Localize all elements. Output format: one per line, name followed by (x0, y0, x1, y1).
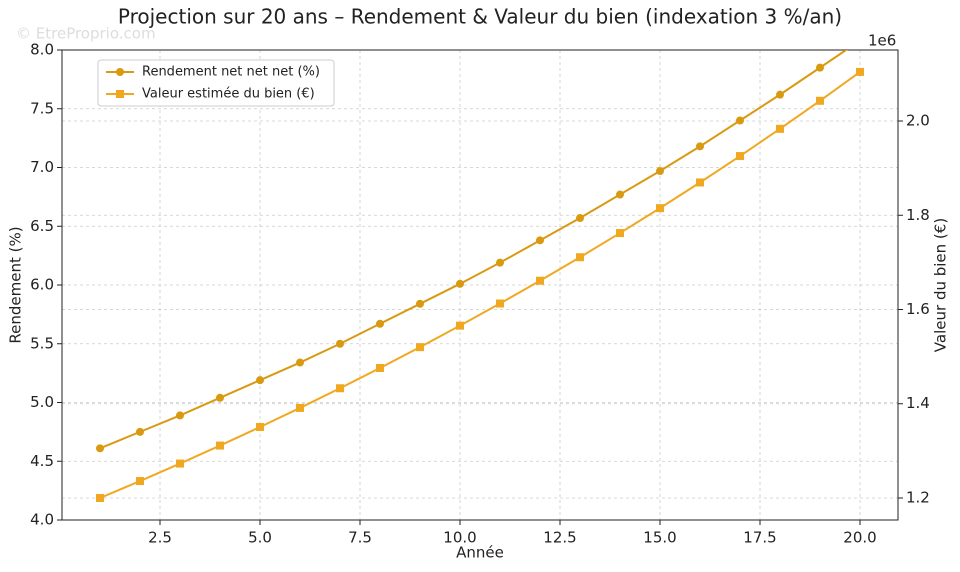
data-point (856, 67, 864, 76)
data-point (96, 493, 104, 502)
y2-tick-label: 2.0 (906, 112, 930, 130)
chart-title: Projection sur 20 ans – Rendement & Vale… (118, 5, 842, 29)
x-tick-label: 2.5 (148, 529, 172, 547)
y-tick-label: 8.0 (30, 41, 54, 59)
y-tick-label: 5.5 (30, 334, 54, 352)
data-point (656, 167, 664, 176)
data-point (336, 384, 344, 393)
series-line (99, 50, 848, 450)
data-point (296, 358, 304, 367)
data-point (696, 178, 704, 187)
legend-marker (116, 68, 124, 76)
data-point (136, 427, 144, 436)
y2-tick-label: 1.4 (906, 394, 930, 412)
data-point (376, 319, 384, 328)
legend-marker (116, 90, 124, 98)
y2-axis-label: Valeur du bien (€) (932, 218, 950, 352)
y-axis-label: Rendement (%) (7, 226, 25, 343)
data-point (216, 441, 224, 450)
x-tick-label: 7.5 (348, 529, 372, 547)
data-point (136, 477, 144, 486)
y-tick-label: 6.0 (30, 276, 54, 294)
data-point (736, 152, 744, 161)
data-point (176, 459, 184, 468)
y2-tick-label: 1.6 (906, 300, 930, 318)
data-point (416, 343, 424, 352)
data-point (456, 279, 464, 288)
data-point (736, 116, 744, 125)
data-point (96, 444, 104, 453)
data-point (376, 364, 384, 373)
data-point (536, 276, 544, 285)
data-point (696, 142, 704, 151)
series-line (99, 71, 861, 499)
data-point (576, 214, 584, 223)
data-point (816, 63, 824, 72)
y2-tick-label: 1.2 (906, 488, 930, 506)
x-tick-label: 17.5 (743, 529, 776, 547)
series-group (96, 37, 864, 502)
data-point (336, 339, 344, 348)
data-point (456, 321, 464, 330)
data-point (616, 229, 624, 238)
x-axis-label: Année (456, 544, 504, 562)
x-tick-label: 15.0 (643, 529, 676, 547)
x-tick-label: 12.5 (543, 529, 576, 547)
y-tick-label: 7.5 (30, 99, 54, 117)
data-point (176, 411, 184, 420)
data-point (776, 124, 784, 133)
data-point (616, 190, 624, 199)
data-point (856, 37, 864, 45)
watermark: © EtreProprio.com (16, 25, 156, 43)
data-point (296, 403, 304, 412)
data-point (776, 90, 784, 99)
data-point (576, 253, 584, 262)
y-tick-label: 4.0 (30, 511, 54, 529)
y2-tick-label: 1.8 (906, 206, 930, 224)
data-point (536, 236, 544, 245)
x-tick-label: 5.0 (248, 529, 272, 547)
data-point (416, 299, 424, 308)
data-point (816, 96, 824, 105)
x-tick-label: 10.0 (443, 529, 476, 547)
y-tick-label: 5.0 (30, 393, 54, 411)
y-tick-label: 4.5 (30, 452, 54, 470)
data-point (256, 376, 264, 385)
y-tick-label: 6.5 (30, 217, 54, 235)
legend-box (97, 59, 335, 107)
data-point (256, 423, 264, 432)
data-point (656, 204, 664, 213)
axes-frame (61, 49, 899, 521)
y2-offset-label: 1e6 (868, 32, 896, 50)
legend-label: Rendement net net net (%) (142, 65, 320, 80)
data-point (496, 258, 504, 267)
x-tick-label: 20.0 (843, 529, 876, 547)
data-point (216, 393, 224, 402)
y-tick-label: 7.0 (30, 158, 54, 176)
data-point (496, 299, 504, 308)
legend-label: Valeur estimée du bien (€) (142, 87, 315, 102)
